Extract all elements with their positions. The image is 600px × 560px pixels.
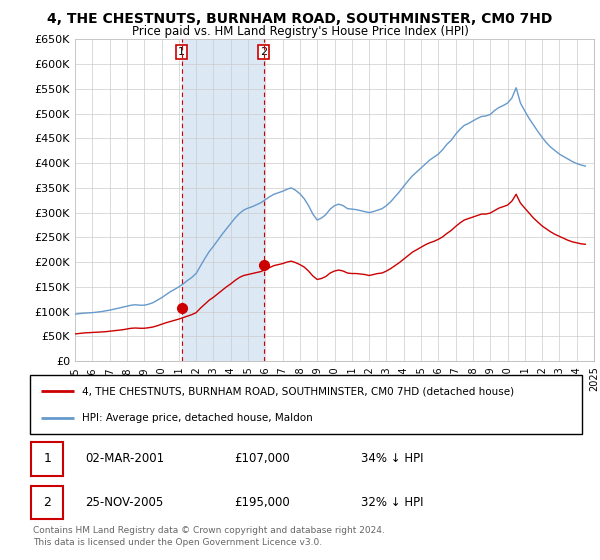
Text: 1: 1 [43, 452, 51, 465]
Text: 2: 2 [43, 496, 51, 510]
Bar [31, 486, 63, 520]
Text: 34% ↓ HPI: 34% ↓ HPI [361, 452, 424, 465]
Text: 1: 1 [178, 47, 185, 57]
Text: 4, THE CHESTNUTS, BURNHAM ROAD, SOUTHMINSTER, CM0 7HD: 4, THE CHESTNUTS, BURNHAM ROAD, SOUTHMIN… [47, 12, 553, 26]
Text: 02-MAR-2001: 02-MAR-2001 [85, 452, 164, 465]
Text: HPI: Average price, detached house, Maldon: HPI: Average price, detached house, Mald… [82, 413, 313, 423]
Bar [31, 442, 63, 475]
Bar [182, 39, 263, 361]
Text: 2: 2 [260, 47, 267, 57]
Text: £195,000: £195,000 [234, 496, 290, 510]
Text: 32% ↓ HPI: 32% ↓ HPI [361, 496, 424, 510]
Text: 4, THE CHESTNUTS, BURNHAM ROAD, SOUTHMINSTER, CM0 7HD (detached house): 4, THE CHESTNUTS, BURNHAM ROAD, SOUTHMIN… [82, 386, 515, 396]
Text: £107,000: £107,000 [234, 452, 290, 465]
Text: 25-NOV-2005: 25-NOV-2005 [85, 496, 163, 510]
Text: Price paid vs. HM Land Registry's House Price Index (HPI): Price paid vs. HM Land Registry's House … [131, 25, 469, 38]
Text: Contains HM Land Registry data © Crown copyright and database right 2024.
This d: Contains HM Land Registry data © Crown c… [33, 526, 385, 547]
